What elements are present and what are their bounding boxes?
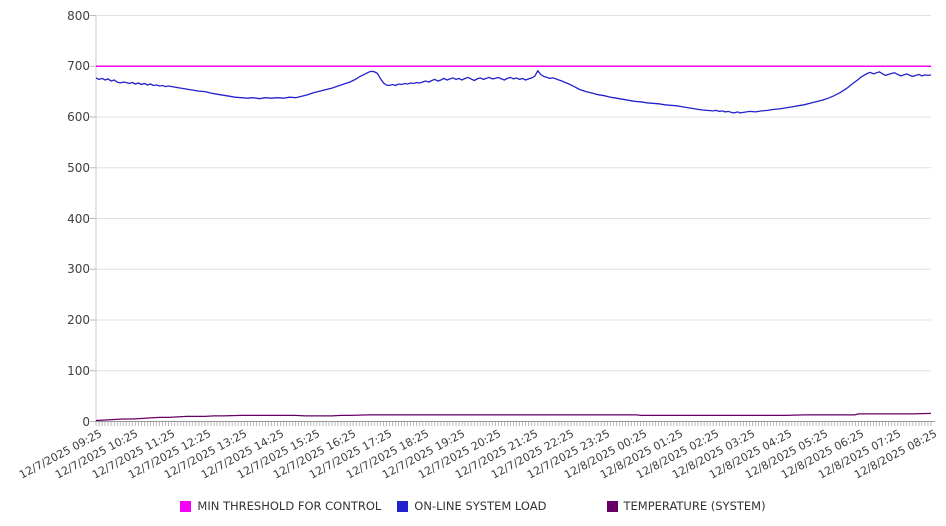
y-tick-label: 100 (67, 363, 90, 378)
y-tick-label: 300 (67, 262, 90, 277)
y-tick-label: 700 (67, 59, 90, 74)
series-line (95, 69, 932, 114)
legend-label-temperature: TEMPERATURE (SYSTEM) (623, 499, 766, 513)
y-tick-label: 200 (67, 313, 90, 327)
legend-item-system-load[interactable]: ON-LINE SYSTEM LOAD (397, 499, 547, 513)
chart-legend: MIN THRESHOLD FOR CONTROL ON-LINE SYSTEM… (0, 496, 946, 516)
series-line (95, 412, 932, 422)
y-tick-label: 500 (67, 160, 90, 175)
y-tick-label: 400 (67, 211, 90, 226)
legend-item-temperature[interactable]: TEMPERATURE (SYSTEM) (606, 499, 766, 513)
y-tick-label: 800 (67, 8, 90, 23)
legend-label-system-load: ON-LINE SYSTEM LOAD (414, 499, 547, 513)
y-tick-label: 600 (67, 110, 90, 124)
min-threshold-swatch-icon (180, 500, 192, 512)
legend-item-min-threshold[interactable]: MIN THRESHOLD FOR CONTROL (180, 499, 381, 513)
temperature-swatch-icon (606, 500, 618, 512)
y-tick-label: 0 (82, 414, 90, 429)
system-load-swatch-icon (397, 500, 409, 512)
legend-label-min-threshold: MIN THRESHOLD FOR CONTROL (197, 499, 382, 513)
